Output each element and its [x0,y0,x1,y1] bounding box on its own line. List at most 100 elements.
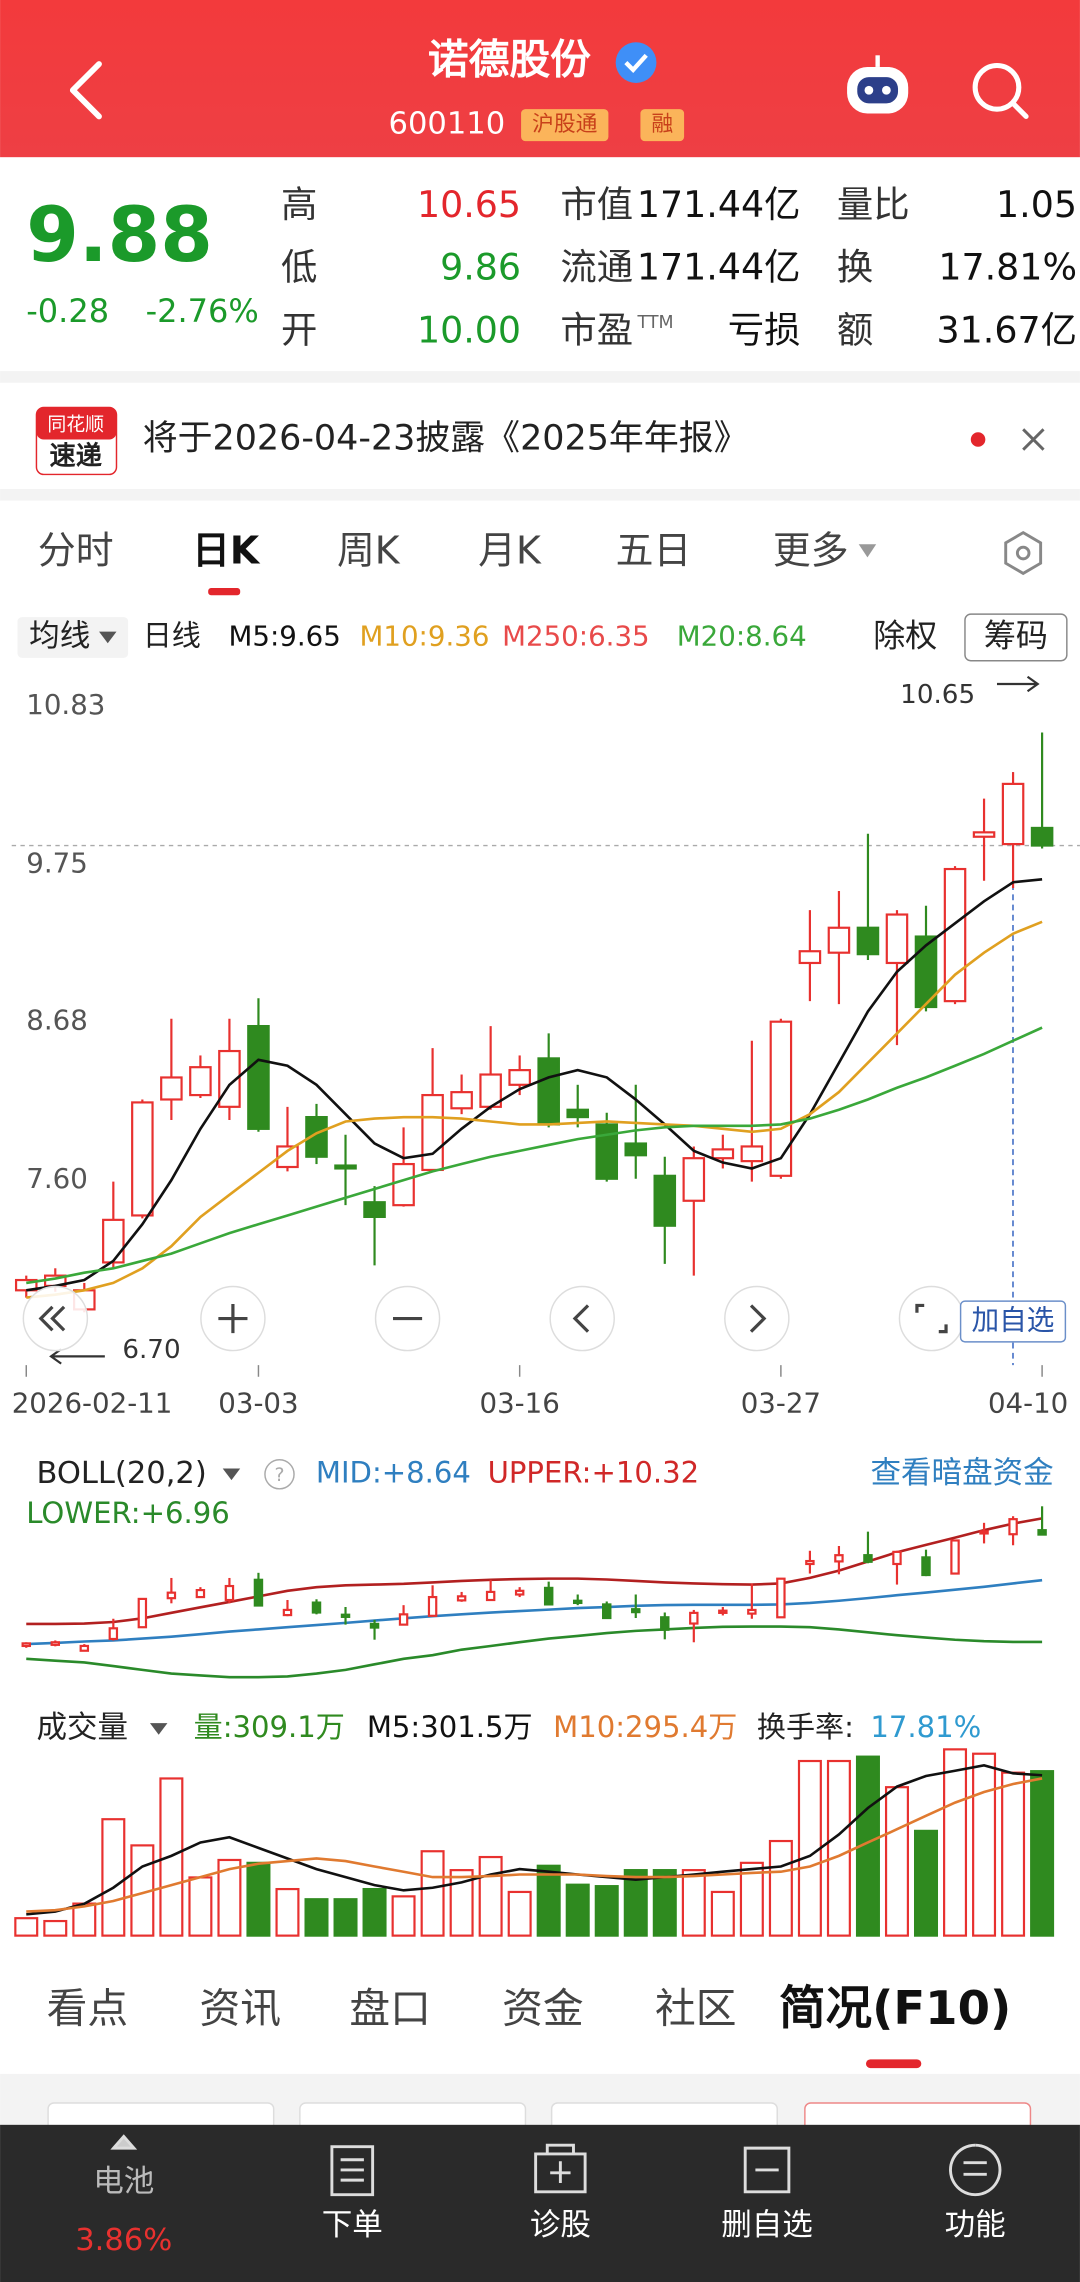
stat-value: 31.67亿 [937,308,1078,351]
tab[interactable]: 周K [337,529,401,573]
search-button[interactable] [972,62,1029,119]
stat-label: 开 [281,308,317,351]
change: -0.28 [26,292,109,330]
volume-legend: M5:301.5万 [367,1710,533,1744]
boll-body [863,1554,873,1563]
nav-label: 功能 [945,2208,1006,2243]
tab[interactable]: 日K [192,529,261,573]
boll-line [26,1625,1043,1679]
tab[interactable]: 五日 [616,529,692,573]
volume-bar [101,1818,126,1937]
chart-control[interactable] [724,1285,790,1352]
body [305,1116,328,1158]
volume-legend: 17.81% [870,1710,981,1744]
body [276,1145,299,1169]
search-ring [972,62,1022,112]
ma-line [26,1026,1043,1285]
ma-line [26,920,1043,1299]
search-handle [1010,100,1029,119]
badge-text: 速递 [50,440,102,471]
body [160,1076,183,1101]
volume-bar [623,1869,648,1937]
dropdown-arrow [858,544,877,558]
nav-label: 下单 [322,2208,383,2243]
volume-bar [43,1919,68,1937]
bottom-tab[interactable]: 盘口 [349,1984,431,2032]
chart-control[interactable] [200,1285,266,1352]
bottom-tab[interactable]: 资讯 [199,1984,281,2032]
boll-legend: LOWER:+6.96 [26,1496,230,1530]
boll-line [26,1578,1043,1646]
nav-item[interactable]: 删自选 [721,2146,813,2243]
nav-item[interactable]: 下单 [322,2145,383,2244]
volume-bar [391,1895,416,1937]
tag-box [521,109,609,142]
nav-item[interactable]: 功能 [945,2143,1006,2243]
stat-value: 10.00 [417,308,521,351]
boll-legend: MID:+8.64 [316,1455,471,1489]
volume-ma-line [26,1777,1043,1913]
assistant-icon[interactable] [847,55,909,114]
body [102,1218,125,1264]
nav-icon [743,2146,791,2194]
y-tick-label: 8.68 [26,1004,88,1037]
body [334,1164,357,1170]
nav-item[interactable]: 诊股 [530,2143,591,2243]
volume-bar [943,1748,968,1937]
boll-legend: UPPER:+10.32 [488,1455,700,1489]
button: 除权 [873,616,937,654]
bottom-tab[interactable]: 看点 [47,1984,129,2032]
chart-control[interactable] [374,1285,441,1352]
body [247,1024,270,1130]
back-button[interactable] [69,61,102,120]
boll-body [398,1613,409,1626]
volume-bar [246,1861,271,1937]
volume-bar [652,1869,677,1937]
ma-selector: 均线 [29,619,90,654]
volume-bar [188,1876,213,1937]
boll-body [631,1608,641,1614]
bottom-tab[interactable]: 社区 [655,1984,737,2032]
selector-box[interactable] [17,617,129,658]
body [566,1108,589,1119]
bottom-tab[interactable]: 简况(F10) [779,1981,1011,2035]
chart-control[interactable] [898,1285,965,1352]
tab[interactable]: 月K [478,529,542,573]
stat-label: 换 [837,246,873,289]
volume-bar [710,1890,735,1937]
help-mark: ? [274,1464,284,1486]
settings-icon[interactable] [1004,530,1043,576]
nav-icon [330,2145,375,2197]
volume-bar [275,1887,300,1937]
tab[interactable]: 分时 [38,529,114,573]
settings-dot [1015,545,1031,561]
chart-control[interactable] [549,1285,615,1352]
stat-label-sup: TTM [637,313,674,333]
tab[interactable]: 更多 [773,529,849,573]
nav-item[interactable]: 电池 3.86% [75,2134,172,2258]
close-button[interactable] [1022,428,1045,451]
button-box[interactable] [964,613,1068,662]
notice-text: 将于2026-04-23披露《2025年年报》 [143,419,749,459]
y-tick-label: 9.75 [26,847,88,880]
boll-body [689,1611,699,1625]
volume-bar [507,1890,532,1937]
body [595,1123,619,1180]
body [972,831,996,838]
x-tick-label: 04-10 [988,1386,1068,1419]
volume-bar [565,1883,590,1937]
chart-control[interactable] [22,1285,89,1352]
stat-value: 171.44亿 [637,246,801,289]
volume-bar [333,1898,358,1937]
verified-badge [615,42,657,83]
body [1001,782,1025,846]
volume-legend: M10:295.4万 [553,1710,737,1744]
nav-label: 诊股 [530,2208,591,2243]
control-circle [724,1285,790,1352]
add-watchlist-box[interactable] [959,1300,1067,1343]
bottom-tab[interactable]: 资金 [502,1984,584,2032]
stat-label: 流通 [560,246,633,289]
control-icon [749,1304,767,1333]
stat-value: 亏损 [728,308,801,351]
volume-legend: 换手率: [757,1710,854,1744]
